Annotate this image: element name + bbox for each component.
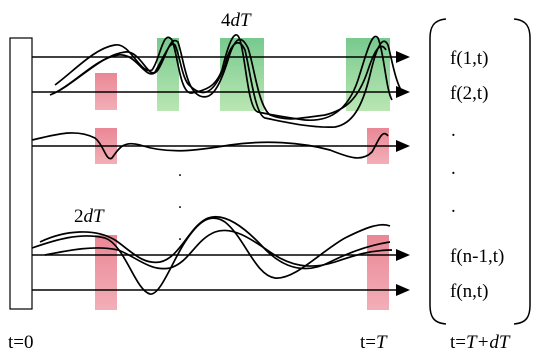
ellipsis-dot-2: .: [178, 195, 182, 212]
mid-window-label: 2dT: [74, 206, 105, 227]
time-zero-bar: [9, 37, 33, 310]
curve-top-3: [59, 38, 387, 120]
arrow-row-3-icon: [396, 140, 410, 152]
vector-entry-dot-1: .: [451, 120, 456, 141]
vector-entry-1: f(1,t): [450, 48, 489, 69]
arrow-row-n-1-icon: [396, 249, 410, 261]
vector-entry-n-1: f(n-1,t): [450, 246, 504, 267]
signal-curves: [31, 33, 403, 295]
time-end-label: t=T: [360, 332, 388, 353]
curve-mid: [31, 132, 389, 160]
vector-entry-dot-3: .: [451, 196, 456, 217]
time-axes: [32, 51, 410, 296]
curve-low-2: [39, 215, 391, 270]
time-start-label: t=0: [8, 332, 34, 353]
left-bracket: [429, 18, 447, 325]
red-window-bottom-right: [367, 235, 389, 310]
vector-entries: f(1,t) f(2,t) . . . f(n-1,t) f(n,t): [450, 48, 504, 302]
arrow-row-2-icon: [396, 86, 410, 98]
green-windows: [157, 38, 390, 111]
top-window-label: 4dT: [221, 10, 252, 31]
vector-entry-2: f(2,t): [450, 83, 489, 104]
ellipsis-dot-1: .: [178, 163, 182, 180]
time-next-label: t=T+dT: [450, 332, 511, 353]
curve-low-1: [31, 217, 391, 295]
vector-entry-n: f(n,t): [450, 281, 489, 302]
ellipsis-dot-3: .: [178, 227, 182, 244]
right-bracket: [513, 18, 531, 325]
arrow-row-n-icon: [396, 284, 410, 296]
arrow-row-1-icon: [396, 51, 410, 63]
red-window-bottom-left: [95, 235, 117, 310]
vertical-ellipsis: . . .: [178, 163, 182, 244]
vector-entry-dot-2: .: [451, 158, 456, 179]
curve-low-3: [44, 229, 393, 270]
